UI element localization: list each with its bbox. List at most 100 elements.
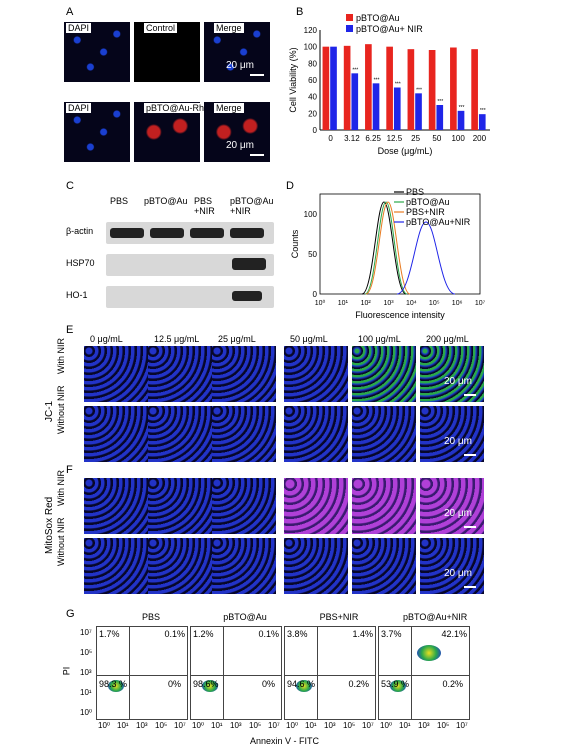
e-micrograph-0-0 (84, 346, 148, 402)
f-micrograph-1-5 (420, 538, 484, 594)
f-micrograph-0-2 (212, 478, 276, 534)
flow-x-tick-0-1: 10¹ (117, 721, 129, 730)
bar-1-1 (351, 73, 359, 130)
f-micrograph-1-2 (212, 538, 276, 594)
f-row-label-1: Without NIR (56, 517, 66, 566)
e-scalebar-0 (464, 394, 476, 396)
f-micrograph-1-3 (284, 538, 348, 594)
quad-ul-0: 1.7% (99, 629, 120, 639)
blot-col-label-2: +NIR (194, 206, 215, 216)
flow-y-tick-4: 10⁰ (80, 708, 93, 717)
flow-y-tick-1: 10⁵ (80, 648, 93, 657)
e-dose-label-2: 25 μg/mL (218, 334, 256, 344)
e-dose-label-4: 100 μg/mL (358, 334, 401, 344)
panel-label-c: C (66, 180, 74, 192)
band-hsp70 (232, 258, 266, 270)
f-micrograph-0-5 (420, 478, 484, 534)
quad-ul-1: 1.2% (193, 629, 214, 639)
legend-swatch-1 (346, 25, 353, 32)
flow-x-tick-1-1: 10¹ (211, 721, 223, 730)
flow-x-tick-1-2: 10³ (230, 721, 242, 730)
blot-col-label-0: PBS (110, 196, 129, 206)
legend-label-1: pBTO@Au+ NIR (356, 24, 423, 34)
blot-col-label-1: pBTO@Au (144, 196, 188, 206)
cell-viability-chart: 0 20 40 60 80 100 120 0 *** 3.12 *** 6.25 *** 12.5 ***… (288, 13, 490, 156)
legend-label-2: PBS+NIR (406, 207, 445, 217)
e-scale-label-1: 20 μm (444, 436, 472, 447)
e-row-label-1: Without NIR (56, 385, 66, 434)
label-a-0-2: Merge (214, 23, 244, 33)
f-micrograph-1-0 (84, 538, 148, 594)
x-axis-label: Fluorescence intensity (355, 310, 445, 320)
histogram-curve-2 (365, 201, 411, 295)
e-micrograph-0-3 (284, 346, 348, 402)
e-dose-label-5: 200 μg/mL (426, 334, 469, 344)
quad-ur-2: 1.4% (352, 629, 373, 639)
f-stain-label: MitoSox Red (44, 496, 55, 554)
significance-label: *** (374, 77, 380, 83)
bar-1-2 (372, 83, 380, 130)
legend-label-1: pBTO@Au (406, 197, 450, 207)
band-actin-3 (230, 228, 264, 238)
y-axis-label: Counts (290, 229, 300, 258)
x-tick-label: 10³ (384, 300, 395, 307)
y-tick-label: 0 (313, 126, 318, 135)
f-micrograph-0-4 (352, 478, 416, 534)
histogram-curve-3 (396, 221, 456, 295)
flow-gate-v-0 (129, 627, 131, 719)
y-axis-label: Cell Viability (%) (288, 47, 298, 112)
band-actin-1 (150, 228, 184, 238)
flow-gate-v-1 (223, 627, 225, 719)
flow-y-tick-2: 10³ (80, 668, 92, 677)
plot-frame (319, 193, 481, 295)
e-row-label-0: With NIR (56, 338, 66, 374)
flow-x-tick-1-3: 10⁵ (249, 721, 262, 730)
e-micrograph-0-4 (352, 346, 416, 402)
quad-ur-3: 42.1% (441, 629, 467, 639)
band-ho1 (232, 291, 262, 301)
quad-lr-3: 0.2% (442, 678, 463, 689)
bar-0-1 (343, 45, 351, 131)
x-tick-label: 10¹ (338, 300, 349, 307)
label-a-0-0: DAPI (66, 23, 92, 33)
legend-swatch-0 (346, 14, 353, 21)
y-tick-label: 60 (308, 76, 317, 85)
significance-label: *** (416, 87, 422, 93)
x-tick-label: 25 (411, 134, 420, 143)
flow-x-tick-0-2: 10³ (136, 721, 148, 730)
e-stain-label: JC-1 (44, 400, 55, 422)
flow-x-tick-0-0: 10⁰ (98, 721, 111, 730)
y-tick-label: 100 (304, 43, 318, 52)
f-micrograph-1-4 (352, 538, 416, 594)
significance-label: *** (480, 108, 486, 114)
fluorescence-histogram: 0 50 100 10⁰ 10¹ 10² 10³ 10⁴ 10⁵ 10⁶ 10⁷ Fluorescen… (290, 187, 486, 320)
x-tick-label: 0 (328, 134, 333, 143)
panel-label-f: F (66, 464, 73, 476)
e-dose-label-3: 50 μg/mL (290, 334, 328, 344)
e-micrograph-1-5 (420, 406, 484, 462)
panel-label-a: A (66, 6, 74, 18)
scalebar-label-a-1: 20 μm (226, 140, 254, 151)
flow-gate-h-0 (97, 674, 187, 676)
bar-0-4 (407, 49, 415, 130)
flow-x-tick-2-0: 10⁰ (286, 721, 299, 730)
e-micrograph-0-1 (148, 346, 212, 402)
histogram-curve-1 (364, 201, 408, 295)
legend-label-3: pBTO@Au+NIR (406, 217, 471, 227)
flow-x-tick-3-4: 10⁷ (456, 721, 468, 730)
flow-plot-0: 1.7% 0.1% 98.3 % 0% (96, 626, 188, 720)
x-tick-label: 6.25 (365, 134, 381, 143)
f-row-label-0: With NIR (56, 470, 66, 506)
flow-x-tick-3-2: 10³ (418, 721, 430, 730)
e-micrograph-1-2 (212, 406, 276, 462)
flow-y-tick-0: 10⁷ (80, 628, 92, 637)
f-scale-label-1: 20 μm (444, 568, 472, 579)
x-tick-label: 3.12 (344, 134, 360, 143)
f-scalebar-0 (464, 526, 476, 528)
bar-0-6 (450, 47, 457, 130)
flow-gate-v-3 (411, 627, 413, 719)
bar-1-0 (330, 46, 337, 130)
x-tick-label: 10⁴ (406, 300, 417, 307)
flow-y-label: PI (61, 666, 72, 676)
bar-1-5 (436, 105, 444, 130)
